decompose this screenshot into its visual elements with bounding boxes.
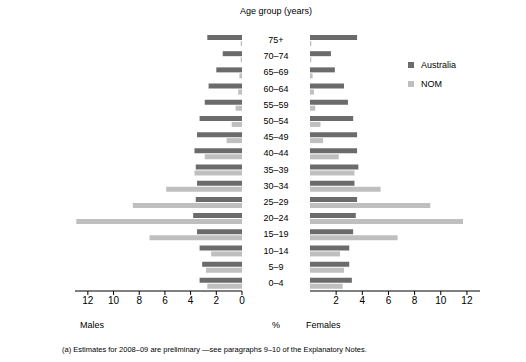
svg-text:70–74: 70–74 <box>263 51 288 61</box>
svg-text:10–14: 10–14 <box>263 246 288 256</box>
svg-text:60–64: 60–64 <box>263 84 288 94</box>
svg-text:8: 8 <box>412 295 418 306</box>
svg-text:8: 8 <box>136 295 142 306</box>
svg-text:30–34: 30–34 <box>263 181 288 191</box>
svg-text:6: 6 <box>386 295 392 306</box>
html-text:NOM: NOM <box>421 78 442 89</box>
svg-text:12: 12 <box>461 295 473 306</box>
html-text:Males: Males <box>80 320 104 330</box>
svg-text:35–39: 35–39 <box>263 165 288 175</box>
svg-text:45–49: 45–49 <box>263 132 288 142</box>
html-text:Females: Females <box>306 320 341 330</box>
svg-text:12: 12 <box>82 295 94 306</box>
svg-text:0: 0 <box>239 295 245 306</box>
svg-text:10: 10 <box>108 295 120 306</box>
svg-text:4: 4 <box>188 295 194 306</box>
svg-text:75+: 75+ <box>268 35 283 45</box>
svg-text:0–4: 0–4 <box>268 278 283 288</box>
svg-text:65–69: 65–69 <box>263 67 288 77</box>
svg-text:2: 2 <box>333 295 339 306</box>
svg-text:10: 10 <box>435 295 447 306</box>
svg-text:5–9: 5–9 <box>268 262 283 272</box>
svg-text:55–59: 55–59 <box>263 100 288 110</box>
svg-text:20–24: 20–24 <box>263 213 288 223</box>
svg-text:2: 2 <box>214 295 220 306</box>
svg-text:40–44: 40–44 <box>263 148 288 158</box>
html-text:Age group (years): Age group (years) <box>240 6 312 16</box>
svg-text:50–54: 50–54 <box>263 116 288 126</box>
html-text:Australia: Australia <box>421 59 456 70</box>
svg-text:6: 6 <box>162 295 168 306</box>
html-text:(a) Estimates for 2008–09 are: (a) Estimates for 2008–09 are preliminar… <box>62 345 367 354</box>
svg-text:4: 4 <box>360 295 366 306</box>
svg-text:25–29: 25–29 <box>263 197 288 207</box>
svg-text:15–19: 15–19 <box>263 229 288 239</box>
